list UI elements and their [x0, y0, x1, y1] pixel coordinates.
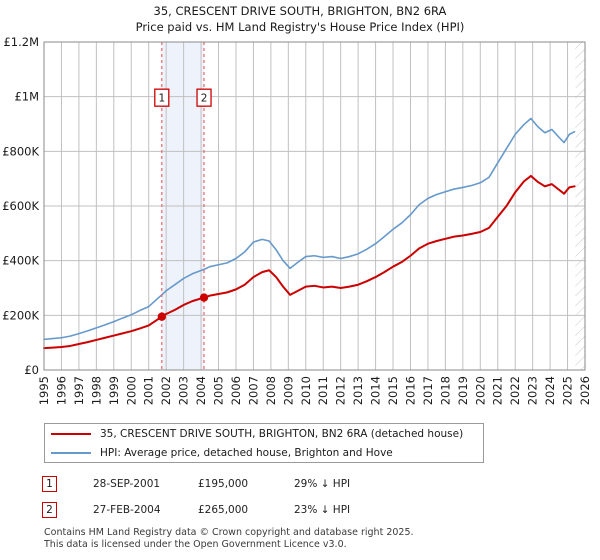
sale-marker-dot-1[interactable]	[157, 312, 166, 321]
marker-badge-1: 1	[42, 476, 57, 492]
table-row[interactable]: 1 28-SEP-2001 £195,000 29% ↓ HPI	[42, 471, 492, 497]
attribution-line-1: Contains HM Land Registry data © Crown c…	[44, 527, 414, 538]
y-axis-tick-label: £400K	[2, 254, 39, 268]
x-axis-tick-label: 2003	[177, 376, 191, 405]
x-axis-tick-label: 1997	[72, 376, 86, 405]
x-axis-tick-label: 2026	[578, 376, 592, 405]
x-axis-tick-label: 2018	[438, 376, 452, 405]
legend-label-hpi: HPI: Average price, detached house, Brig…	[100, 446, 393, 459]
x-axis-tick-label: 2012	[334, 376, 348, 405]
y-axis-tick-label: £200K	[2, 308, 39, 322]
y-axis-tick-label: £1M	[14, 90, 39, 104]
x-axis-tick-label: 2022	[508, 376, 522, 405]
chart-plot-area: 1995 1996 1997 1998 1999 2000 2001 2002 2003 2004…	[2, 35, 592, 405]
transaction-price: £265,000	[198, 504, 249, 516]
attribution-footer: Contains HM Land Registry data © Crown c…	[44, 527, 574, 550]
page-title: 35, CRESCENT DRIVE SOUTH, BRIGHTON, BN2 …	[153, 4, 447, 18]
legend-swatch-property	[51, 432, 91, 435]
x-axis-tick-label: 1996	[54, 376, 68, 405]
transaction-price: £195,000	[198, 478, 249, 490]
sale-marker-badge-label-1: 1	[158, 93, 165, 105]
x-axis-tick-label: 2019	[456, 376, 470, 405]
x-axis-tick-label: 2025	[561, 376, 575, 405]
x-axis-tick-label: 2015	[386, 376, 400, 405]
transaction-date: 27-FEB-2004	[93, 504, 161, 516]
transactions-table: 1 28-SEP-2001 £195,000 29% ↓ HPI 2 27-FE…	[42, 471, 492, 523]
x-axis-tick-label: 2021	[491, 376, 505, 405]
x-axis-tick-label: 2024	[543, 376, 557, 405]
x-axis-tick-label: 2006	[229, 376, 243, 405]
x-axis-tick-label: 1998	[89, 376, 103, 405]
legend-item-hpi: HPI: Average price, detached house, Brig…	[45, 443, 483, 462]
transaction-date: 28-SEP-2001	[93, 478, 161, 490]
chart-title-block: 35, CRESCENT DRIVE SOUTH, BRIGHTON, BN2 …	[0, 3, 600, 35]
x-axis-tick-label: 2020	[473, 376, 487, 405]
marker-badge-2: 2	[42, 502, 57, 518]
table-row[interactable]: 2 27-FEB-2004 £265,000 23% ↓ HPI	[42, 497, 492, 523]
transaction-hpi-delta: 23% ↓ HPI	[294, 504, 351, 516]
chart-subtitle: Price paid vs. HM Land Registry's House …	[135, 20, 465, 34]
transaction-hpi-delta: 29% ↓ HPI	[294, 478, 351, 490]
sale-marker-badge-box-2[interactable]	[196, 88, 212, 107]
plot-border	[43, 41, 586, 371]
x-axis-tick-label: 2001	[142, 376, 156, 405]
y-axis-tick-label: £800K	[2, 144, 39, 158]
sale-marker-dot-2[interactable]	[199, 293, 209, 302]
x-axis-tick-label: 2010	[299, 376, 313, 405]
legend-label-property: 35, CRESCENT DRIVE SOUTH, BRIGHTON, BN2 …	[100, 427, 464, 440]
legend-swatch-hpi	[51, 451, 91, 454]
legend-item-property: 35, CRESCENT DRIVE SOUTH, BRIGHTON, BN2 …	[45, 424, 483, 443]
x-axis-tick-label: 2014	[369, 376, 383, 405]
x-axis-tick-label: 2013	[351, 376, 365, 405]
x-axis-tick-label: 2017	[421, 376, 435, 405]
x-axis-tick-label: 2005	[212, 376, 226, 405]
x-axis-tick-label: 2009	[281, 376, 295, 405]
x-axis-tick-label: 2016	[403, 376, 417, 405]
x-axis-tick-label: 2008	[264, 376, 278, 405]
series-line-hpi	[43, 117, 576, 341]
y-axis-tick-label: £600K	[2, 199, 39, 213]
x-axis-tick-label: 2000	[124, 376, 138, 405]
sale-marker-badge-label-2: 2	[201, 93, 208, 105]
x-axis-tick-label: 1995	[37, 376, 51, 405]
chart-legend: 35, CRESCENT DRIVE SOUTH, BRIGHTON, BN2 …	[44, 423, 484, 463]
y-axis-tick-label: £1.2M	[3, 35, 39, 49]
x-axis-tick-label: 2023	[526, 376, 540, 405]
sale-marker-badge-box-1[interactable]	[154, 88, 170, 107]
y-axis-tick-label: £0	[24, 363, 39, 377]
attribution-line-2: This data is licensed under the Open Gov…	[44, 538, 347, 550]
x-axis-tick-label: 2002	[159, 376, 173, 405]
x-axis-tick-label: 2007	[246, 376, 260, 405]
x-axis-tick-label: 2004	[194, 376, 208, 405]
series-line-property	[43, 174, 576, 350]
x-axis-tick-label: 2011	[316, 376, 330, 405]
x-axis-tick-label: 1999	[107, 376, 121, 405]
